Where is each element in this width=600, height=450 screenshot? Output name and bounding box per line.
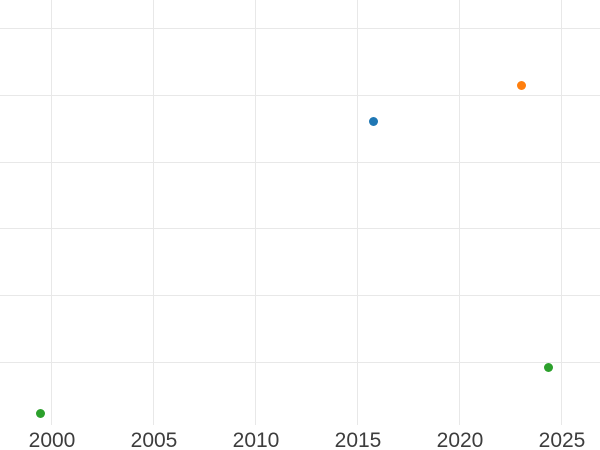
v-gridline — [51, 0, 52, 425]
scatter-point-blue — [368, 116, 378, 126]
v-gridline — [153, 0, 154, 425]
x-tick-label: 2015 — [334, 429, 382, 450]
x-tick-label: 2000 — [28, 429, 76, 450]
x-tick-label: 2020 — [436, 429, 484, 450]
h-gridline — [0, 295, 600, 296]
h-gridline — [0, 162, 600, 163]
h-gridline — [0, 362, 600, 363]
scatter-point-green — [35, 408, 45, 418]
scatter-point-orange — [516, 80, 526, 90]
scatter-point-green — [543, 362, 553, 372]
v-gridline — [357, 0, 358, 425]
v-gridline — [255, 0, 256, 425]
v-gridline — [561, 0, 562, 425]
h-gridline — [0, 228, 600, 229]
x-tick-label: 2005 — [130, 429, 178, 450]
x-tick-label: 2010 — [232, 429, 280, 450]
h-gridline — [0, 28, 600, 29]
v-gridline — [459, 0, 460, 425]
h-gridline — [0, 95, 600, 96]
x-tick-label: 2025 — [538, 429, 586, 450]
